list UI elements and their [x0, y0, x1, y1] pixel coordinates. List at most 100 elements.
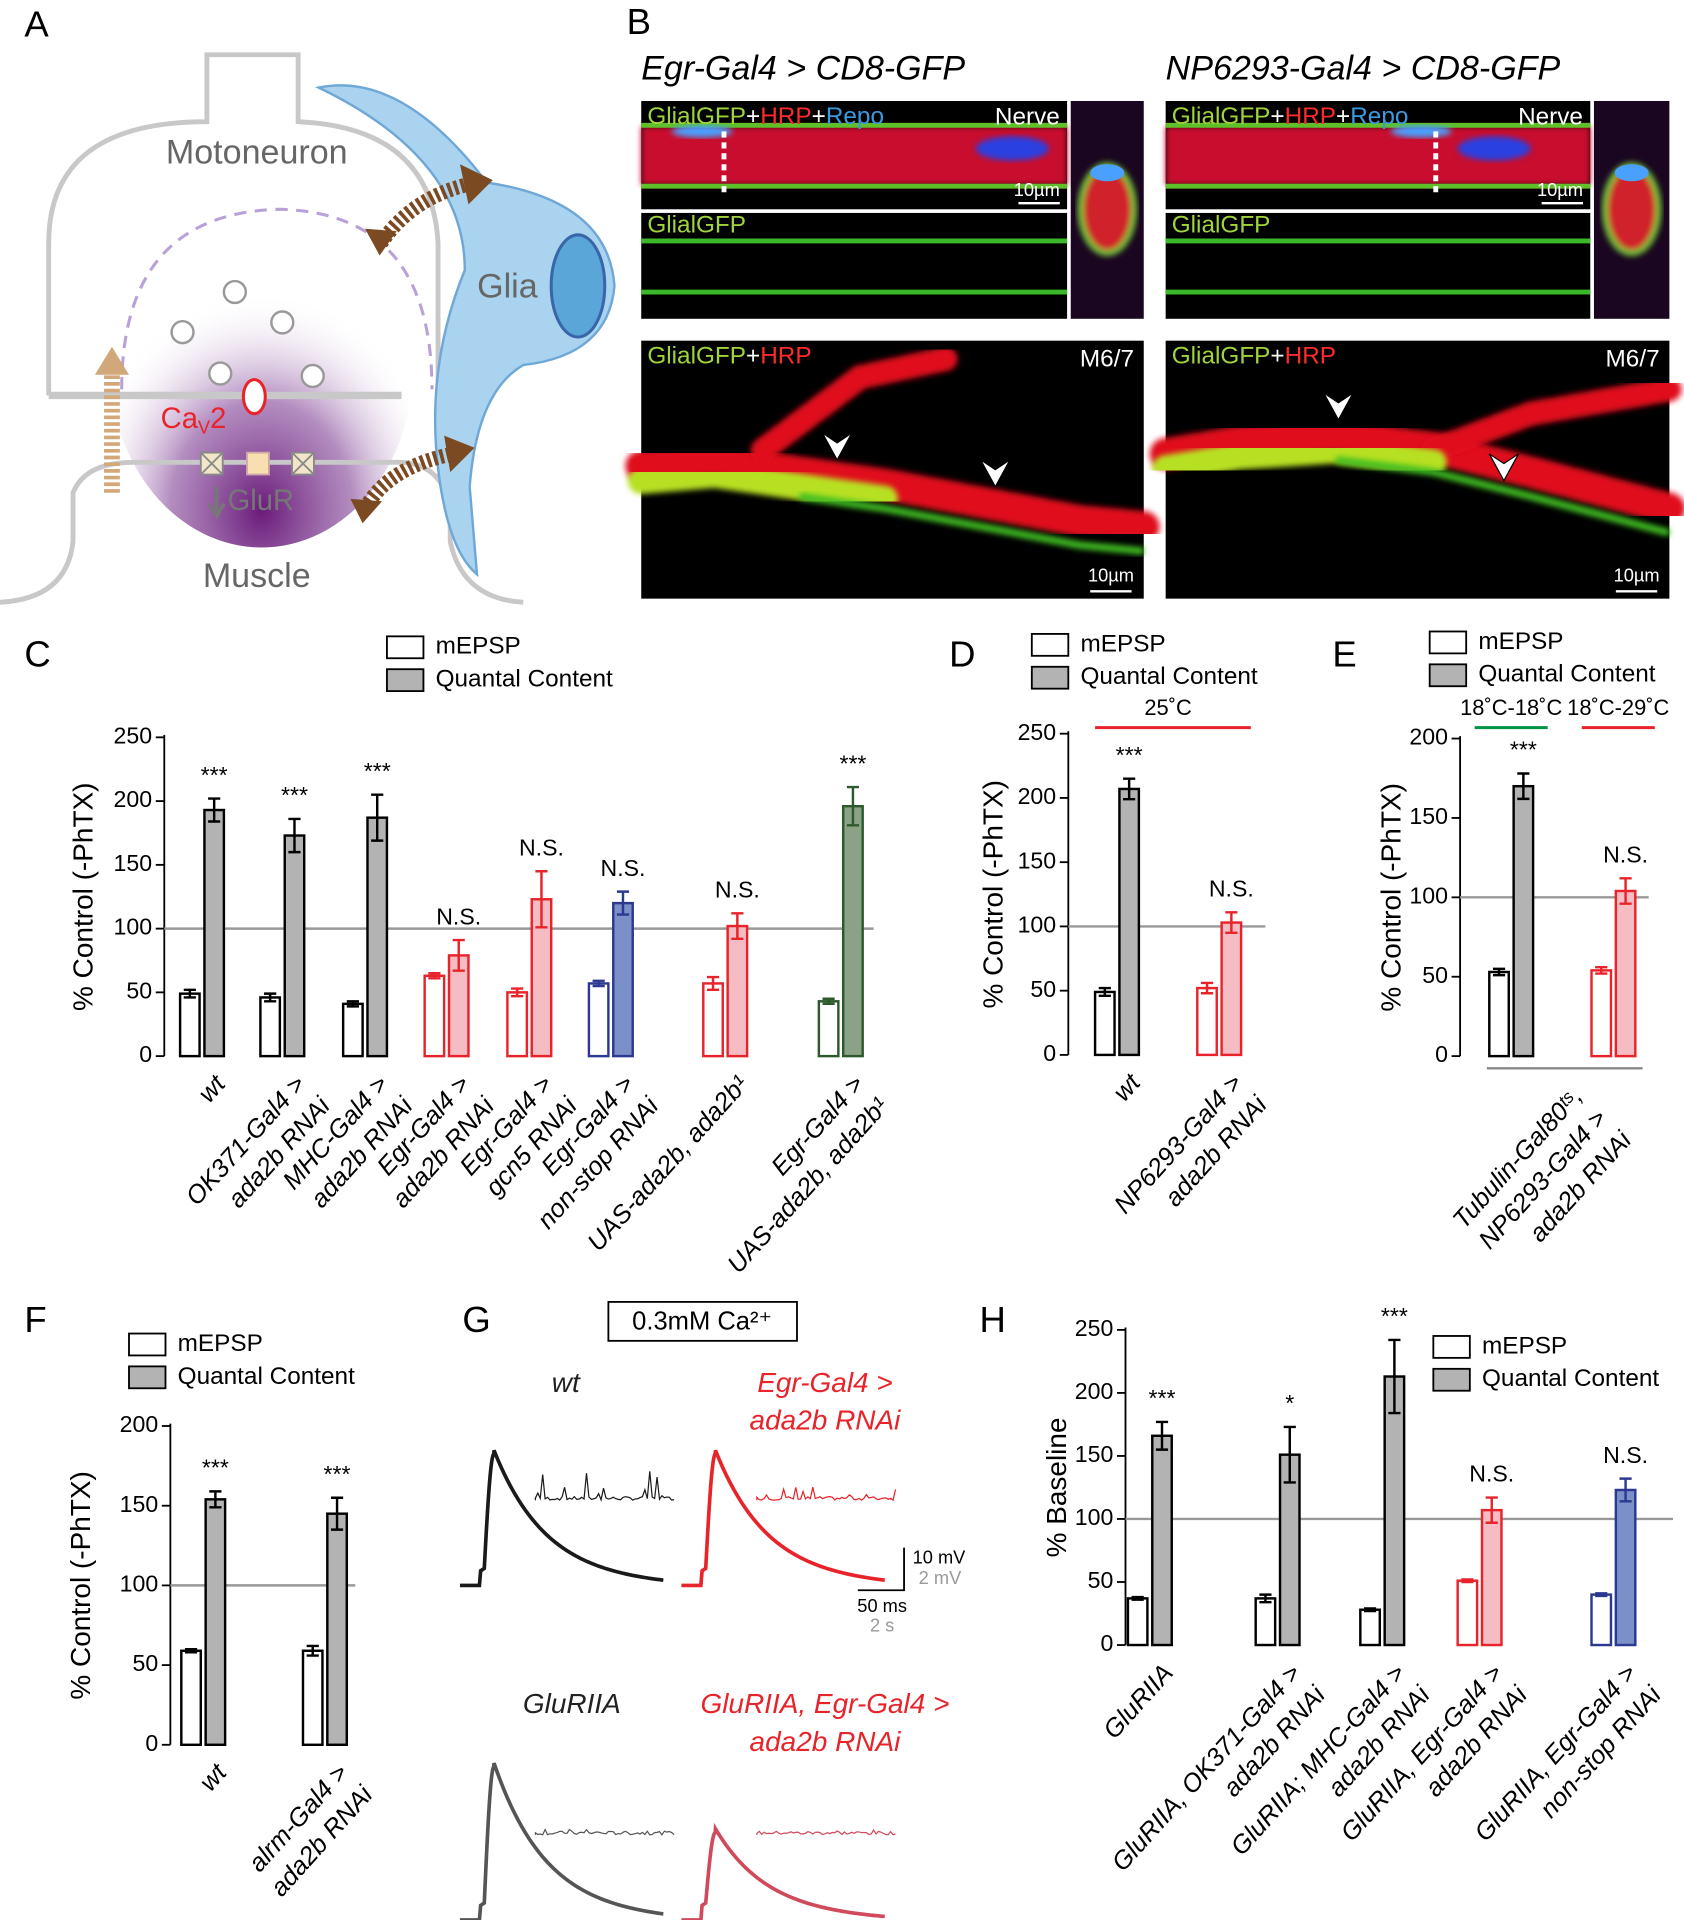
glia-nucleus: [549, 233, 607, 339]
bar: [1590, 969, 1613, 1058]
bar: [587, 982, 610, 1058]
y-tick-label: 100: [114, 914, 153, 940]
scale-label: 10µm: [1614, 565, 1660, 586]
label: 2: [210, 402, 226, 434]
stain-part: GlialGFP: [647, 103, 746, 130]
error-bar: [264, 992, 277, 1003]
y-tick-label: 50: [132, 1650, 158, 1676]
y-tick-label: 50: [1030, 976, 1056, 1002]
label: CaV2: [161, 402, 227, 437]
significance: N.S.: [1603, 841, 1648, 867]
trace-label: Egr-Gal4 >: [757, 1367, 893, 1398]
error-bar: [822, 997, 835, 1006]
y-tick-label: 200: [1018, 783, 1057, 809]
bar: [841, 804, 864, 1058]
scale-label: 2 s: [870, 1615, 894, 1636]
mini-trace: [534, 1471, 675, 1503]
error-bar: [1259, 1593, 1272, 1604]
legend-label: mEPSP: [1482, 1332, 1567, 1359]
arrow-heads: [365, 164, 493, 256]
panel-label: C: [24, 634, 50, 675]
significance: ***: [1381, 1303, 1408, 1329]
mini-trace: [534, 1828, 675, 1836]
nmj-green: [627, 461, 898, 513]
mini-trace: [756, 1828, 896, 1836]
error-bar: [846, 785, 860, 827]
x-tick-label: wt: [193, 1070, 232, 1108]
x-tick-label: wt: [1108, 1068, 1147, 1106]
error-bar: [1595, 1592, 1608, 1598]
legend-label: mEPSP: [436, 633, 521, 660]
stain-part: Repo: [1350, 103, 1408, 130]
legend-swatch: [1428, 663, 1468, 688]
significance: *: [1285, 1390, 1294, 1416]
bar: [1383, 1375, 1406, 1647]
stain-part: +: [1336, 103, 1350, 130]
legend-swatch: [1030, 665, 1070, 690]
channel: [241, 378, 267, 416]
error-bar: [592, 979, 605, 988]
vesicles: [170, 279, 325, 389]
error-bar: [1388, 1338, 1401, 1415]
image-title: NP6293-Gal4 > CD8-GFP: [1166, 50, 1561, 88]
bar: [283, 834, 306, 1058]
legend-swatch: [1432, 1335, 1471, 1359]
arrowhead: [821, 432, 853, 462]
bar: [341, 1002, 364, 1058]
error-bar: [1200, 981, 1214, 995]
significance: ***: [281, 782, 308, 808]
error-bar: [511, 987, 524, 998]
y-tick-label: 250: [1018, 719, 1057, 745]
bar: [1590, 1593, 1613, 1647]
y-axis-label: % Control (-PhTX): [978, 780, 1009, 1008]
image-label: GlialGFP: [647, 212, 746, 239]
scale-label: 50 ms: [857, 1595, 907, 1616]
bar: [204, 1498, 227, 1747]
y-tick-label: 250: [114, 722, 153, 748]
error-bar: [209, 1490, 222, 1509]
significance: N.S.: [436, 903, 481, 929]
stain-part: GlialGFP: [647, 343, 746, 370]
error-bar: [1461, 1578, 1474, 1584]
bar: [1118, 787, 1141, 1057]
error-bar: [346, 1000, 359, 1008]
legend-label: mEPSP: [178, 1330, 263, 1357]
error-bar: [184, 1647, 198, 1654]
error-bar: [428, 972, 441, 980]
legend-label: Quantal Content: [436, 666, 613, 693]
x-tick-label: wt: [194, 1758, 233, 1796]
significance: N.S.: [1603, 1442, 1648, 1468]
epsp-trace: [459, 1762, 664, 1920]
error-bar: [1517, 772, 1530, 801]
significance: ***: [1149, 1385, 1176, 1411]
scale-label: 10 mV: [913, 1546, 967, 1567]
condition-label: 18˚C-29˚C: [1567, 695, 1669, 720]
image-title: Egr-Gal4 > CD8-GFP: [641, 50, 965, 88]
bar: [726, 924, 749, 1058]
scale-label: 10µm: [1537, 179, 1583, 200]
error-bar: [288, 817, 301, 854]
bar: [326, 1512, 349, 1747]
bar: [612, 901, 634, 1058]
trace-label: GluRIIA, Egr-Gal4 >: [700, 1688, 949, 1719]
label: GluR: [228, 485, 295, 517]
legend-swatch: [128, 1332, 167, 1357]
y-tick-label: 200: [114, 786, 153, 812]
y-tick-label: 0: [1043, 1040, 1056, 1066]
error-bar: [1123, 777, 1136, 801]
scale-bar: [857, 1547, 905, 1592]
trace-label: ada2b RNAi: [750, 1726, 902, 1757]
significance: N.S.: [1469, 1461, 1514, 1487]
legend-swatch: [386, 668, 425, 693]
bar: [1614, 889, 1637, 1058]
y-tick-label: 250: [1075, 1315, 1114, 1341]
error-bar: [1155, 1420, 1169, 1451]
y-tick-label: 100: [1075, 1504, 1114, 1530]
arrowhead: [980, 459, 1011, 488]
error-bar: [1363, 1607, 1377, 1613]
legend-swatch: [1030, 633, 1070, 657]
y-tick-label: 0: [1100, 1630, 1113, 1656]
image-label: Nerve: [1518, 103, 1583, 130]
mini-trace: [756, 1486, 897, 1502]
